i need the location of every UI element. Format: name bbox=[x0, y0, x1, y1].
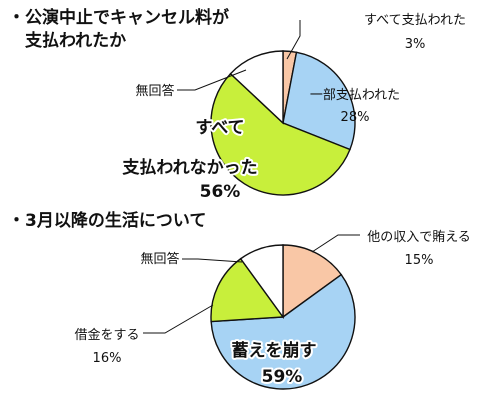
pie-2-label-1: 他の収入で賄える bbox=[367, 229, 471, 245]
pie-1-value-1: 3% bbox=[405, 37, 426, 52]
pie-chart-1: すべて支払われた3%一部支払われた28%すべてすべて支払われなかった支払われなか… bbox=[120, 13, 466, 204]
pie-2-slice-4 bbox=[239, 244, 284, 320]
pie-2-leader-1 bbox=[311, 234, 360, 253]
pie-1-label-3-outline: 支払われなかった bbox=[122, 157, 257, 178]
pie-2-slice-2 bbox=[210, 273, 356, 390]
pie-1-value-2: 28% bbox=[341, 110, 370, 125]
pie-2-value-3: 16% bbox=[93, 351, 122, 366]
pie-2-value-1: 15% bbox=[405, 253, 434, 268]
pie-1-value-3: 56% bbox=[200, 182, 241, 202]
pie-2-leader-4 bbox=[182, 258, 243, 263]
pie-2-label-3: 借金をする bbox=[74, 327, 139, 343]
pie-2-slice-3 bbox=[210, 257, 285, 323]
pie-2-label-2-outline: 蓄えを崩す bbox=[232, 340, 317, 361]
chart-1-title: ・公演中止でキャンセル料が 支払われたか bbox=[8, 8, 229, 51]
chart-2-title: ・3月以降の生活について bbox=[8, 211, 207, 231]
pie-1-label-4: 無回答 bbox=[135, 83, 174, 99]
pie-1-leader-4 bbox=[177, 69, 247, 91]
pie-2-label-2: 蓄えを崩す bbox=[232, 340, 317, 361]
pie-1-slice-2 bbox=[282, 51, 356, 151]
pie-1-label-3: すべて bbox=[195, 118, 244, 138]
pie-1-slice-3 bbox=[210, 72, 351, 196]
pie-2-label-4: 無回答 bbox=[140, 251, 179, 267]
pie-2-value-2: 59% bbox=[262, 367, 303, 387]
pie-2-leader-3 bbox=[143, 304, 214, 334]
pie-1-leader-1 bbox=[286, 20, 301, 60]
pie-1-slice-4 bbox=[229, 50, 284, 125]
pie-2-slice-1 bbox=[282, 244, 343, 319]
pie-1-value-3-outline: 56% bbox=[200, 182, 241, 202]
pie-1-label-3: 支払われなかった bbox=[122, 157, 257, 178]
pie-1-label-3-outline: すべて bbox=[195, 118, 244, 138]
pie-1-label-1: すべて支払われた bbox=[364, 13, 466, 28]
pie-1-label-2: 一部支払われた bbox=[310, 88, 400, 103]
pie-2-value-2-outline: 59% bbox=[262, 367, 303, 387]
